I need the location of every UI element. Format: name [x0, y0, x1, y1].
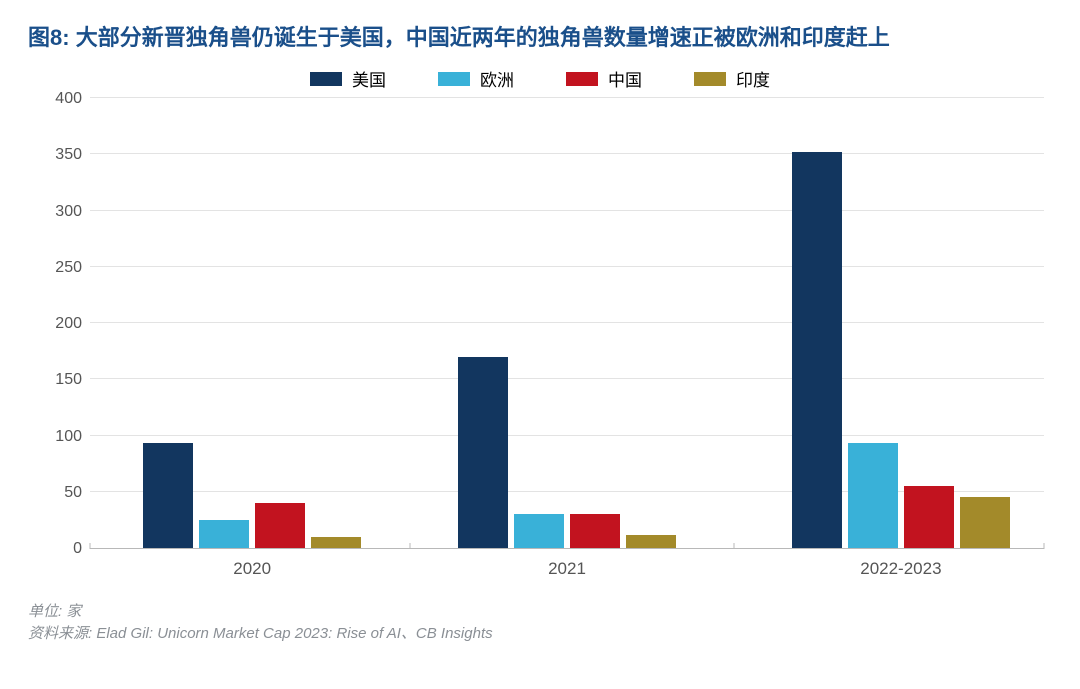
- legend-swatch: [310, 72, 342, 86]
- chart-footer: 单位: 家 资料来源: Elad Gil: Unicorn Market Cap…: [28, 601, 1052, 645]
- bar: [458, 357, 508, 548]
- legend: 美国 欧洲 中国 印度: [28, 66, 1052, 91]
- source-label: 资料来源: Elad Gil: Unicorn Market Cap 2023:…: [28, 623, 1052, 645]
- legend-item: 印度: [694, 66, 770, 91]
- x-tick: [733, 543, 734, 549]
- y-tick-label: 400: [34, 90, 82, 108]
- chart: 050100150200250300350400 202020212022-20…: [34, 99, 1044, 589]
- x-tick: [90, 543, 91, 549]
- gridline: [90, 97, 1044, 98]
- bar: [199, 520, 249, 548]
- legend-swatch: [438, 72, 470, 86]
- bar: [960, 497, 1010, 548]
- legend-label: 印度: [736, 66, 770, 91]
- bar: [792, 152, 842, 548]
- legend-item: 美国: [310, 66, 386, 91]
- bar: [311, 537, 361, 548]
- x-tick-label: 2022-2023: [860, 559, 941, 579]
- bar-group: [792, 152, 1010, 548]
- bar: [848, 443, 898, 548]
- y-tick-label: 50: [34, 484, 82, 502]
- x-tick-label: 2020: [233, 559, 271, 579]
- legend-swatch: [566, 72, 598, 86]
- chart-title: 图8: 大部分新晋独角兽仍诞生于美国，中国近两年的独角兽数量增速正被欧洲和印度赶…: [28, 20, 1052, 52]
- bar: [514, 514, 564, 548]
- x-tick: [1044, 543, 1045, 549]
- bar-group: [458, 357, 676, 548]
- y-axis: 050100150200250300350400: [34, 99, 90, 549]
- legend-label: 中国: [608, 66, 642, 91]
- unit-label: 单位: 家: [28, 601, 1052, 623]
- y-tick-label: 350: [34, 146, 82, 164]
- bar: [570, 514, 620, 548]
- bar: [626, 535, 676, 549]
- legend-item: 欧洲: [438, 66, 514, 91]
- y-tick-label: 200: [34, 315, 82, 333]
- bar: [904, 486, 954, 548]
- bar-group: [143, 443, 361, 548]
- title-prefix: 图8:: [28, 25, 76, 50]
- legend-label: 欧洲: [480, 66, 514, 91]
- title-text: 大部分新晋独角兽仍诞生于美国，中国近两年的独角兽数量增速正被欧洲和印度赶上: [76, 25, 890, 50]
- y-tick-label: 300: [34, 203, 82, 221]
- y-tick-label: 150: [34, 371, 82, 389]
- legend-swatch: [694, 72, 726, 86]
- x-tick-label: 2021: [548, 559, 586, 579]
- y-tick-label: 0: [34, 540, 82, 558]
- x-axis: 2020 2021 2022-2023: [90, 549, 1044, 589]
- bar: [143, 443, 193, 548]
- plot-area: [90, 99, 1044, 549]
- y-tick-label: 250: [34, 259, 82, 277]
- x-tick: [409, 543, 410, 549]
- bar: [255, 503, 305, 548]
- legend-label: 美国: [352, 66, 386, 91]
- legend-item: 中国: [566, 66, 642, 91]
- y-tick-label: 100: [34, 428, 82, 446]
